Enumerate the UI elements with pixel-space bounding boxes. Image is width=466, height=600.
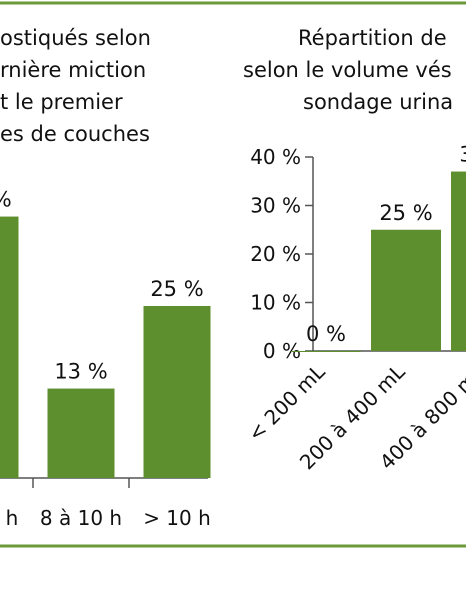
- value-label: 25 %: [150, 277, 203, 301]
- y-tick-label: 10 %: [250, 291, 301, 315]
- chart-title: ostiqués selon: [0, 26, 151, 50]
- value-label: 25 %: [379, 201, 432, 225]
- bar: [143, 306, 211, 478]
- chart-title: t le premier: [0, 90, 123, 114]
- y-tick-label: 30 %: [250, 194, 301, 218]
- chart-title: rnière miction: [0, 58, 146, 82]
- value-label: 13 %: [54, 360, 107, 384]
- bar: [47, 388, 115, 478]
- chart-title: es de couches: [0, 122, 150, 146]
- value-label: 38 %: [0, 188, 12, 212]
- y-tick-label: 20 %: [250, 242, 301, 266]
- bar: [0, 216, 19, 478]
- chart-title: sondage urina: [303, 90, 453, 114]
- x-tick-label: 8 à 10 h: [40, 506, 122, 530]
- x-tick-label: > 10 h: [143, 506, 211, 530]
- x-tick-label: < 200 mL: [243, 359, 330, 446]
- value-label: 37 %: [459, 143, 466, 167]
- x-tick-label: h: [6, 506, 19, 530]
- value-label: 0 %: [306, 322, 346, 346]
- bar: [451, 171, 466, 351]
- chart-title: selon le volume vés: [243, 58, 452, 82]
- y-tick-label: 40 %: [250, 145, 301, 169]
- chart-title: Répartition de: [298, 26, 447, 50]
- bar: [291, 351, 361, 352]
- bar: [371, 229, 441, 351]
